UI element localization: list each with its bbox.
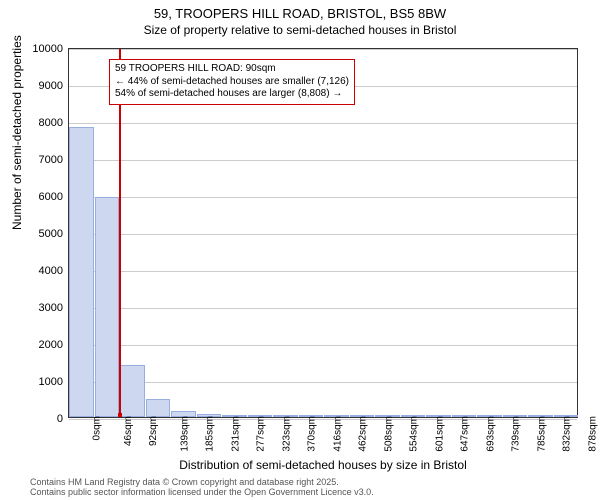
histogram-bar <box>95 197 120 417</box>
x-tick-label: 647sqm <box>460 416 471 452</box>
annotation-line2: ← 44% of semi-detached houses are smalle… <box>115 76 349 89</box>
y-tick-label: 8000 <box>23 117 63 129</box>
y-tick-label: 3000 <box>23 302 63 314</box>
x-tick-label: 693sqm <box>485 416 496 452</box>
x-tick-label: 92sqm <box>148 416 159 446</box>
x-tick-label: 185sqm <box>205 416 216 452</box>
title-line2: Size of property relative to semi-detach… <box>0 21 600 37</box>
gridline <box>69 271 577 272</box>
annotation-line1: 59 TROOPERS HILL ROAD: 90sqm <box>115 63 349 76</box>
gridline <box>69 160 577 161</box>
gridline <box>69 419 577 420</box>
x-tick-label: 785sqm <box>536 416 547 452</box>
y-tick-label: 2000 <box>23 339 63 351</box>
y-axis-label: Number of semi-detached properties <box>10 35 24 230</box>
y-tick-label: 9000 <box>23 80 63 92</box>
x-tick-label: 739sqm <box>511 416 522 452</box>
gridline <box>69 123 577 124</box>
gridline <box>69 308 577 309</box>
y-tick-label: 10000 <box>23 43 63 55</box>
annotation-line3: 54% of semi-detached houses are larger (… <box>115 88 349 101</box>
x-tick-label: 323sqm <box>281 416 292 452</box>
histogram-bar <box>120 365 145 417</box>
x-tick-label: 554sqm <box>409 416 420 452</box>
x-tick-label: 139sqm <box>179 416 190 452</box>
x-tick-label: 878sqm <box>587 416 598 452</box>
x-tick-label: 601sqm <box>434 416 445 452</box>
gridline <box>69 345 577 346</box>
title-line1: 59, TROOPERS HILL ROAD, BRISTOL, BS5 8BW <box>0 0 600 21</box>
histogram-bar <box>69 127 94 417</box>
annotation-box: 59 TROOPERS HILL ROAD: 90sqm← 44% of sem… <box>109 59 355 105</box>
x-tick-label: 370sqm <box>307 416 318 452</box>
chart-plot-area: 0100020003000400050006000700080009000100… <box>68 48 578 418</box>
x-tick-label: 416sqm <box>332 416 343 452</box>
marker-bar <box>118 413 122 417</box>
x-tick-label: 832sqm <box>562 416 573 452</box>
x-tick-label: 508sqm <box>383 416 394 452</box>
footer-line2: Contains public sector information licen… <box>30 488 374 498</box>
y-tick-label: 0 <box>23 413 63 425</box>
gridline <box>69 234 577 235</box>
gridline <box>69 49 577 50</box>
y-tick-label: 6000 <box>23 191 63 203</box>
histogram-bar <box>146 399 171 418</box>
x-tick-label: 46sqm <box>123 416 134 446</box>
gridline <box>69 382 577 383</box>
gridline <box>69 197 577 198</box>
y-tick-label: 4000 <box>23 265 63 277</box>
x-axis-label: Distribution of semi-detached houses by … <box>68 458 578 472</box>
y-tick-label: 5000 <box>23 228 63 240</box>
x-tick-label: 0sqm <box>91 416 102 440</box>
x-tick-label: 231sqm <box>230 416 241 452</box>
x-tick-label: 462sqm <box>358 416 369 452</box>
y-tick-label: 1000 <box>23 376 63 388</box>
y-tick-label: 7000 <box>23 154 63 166</box>
x-tick-label: 277sqm <box>256 416 267 452</box>
footer-credits: Contains HM Land Registry data © Crown c… <box>30 478 374 498</box>
